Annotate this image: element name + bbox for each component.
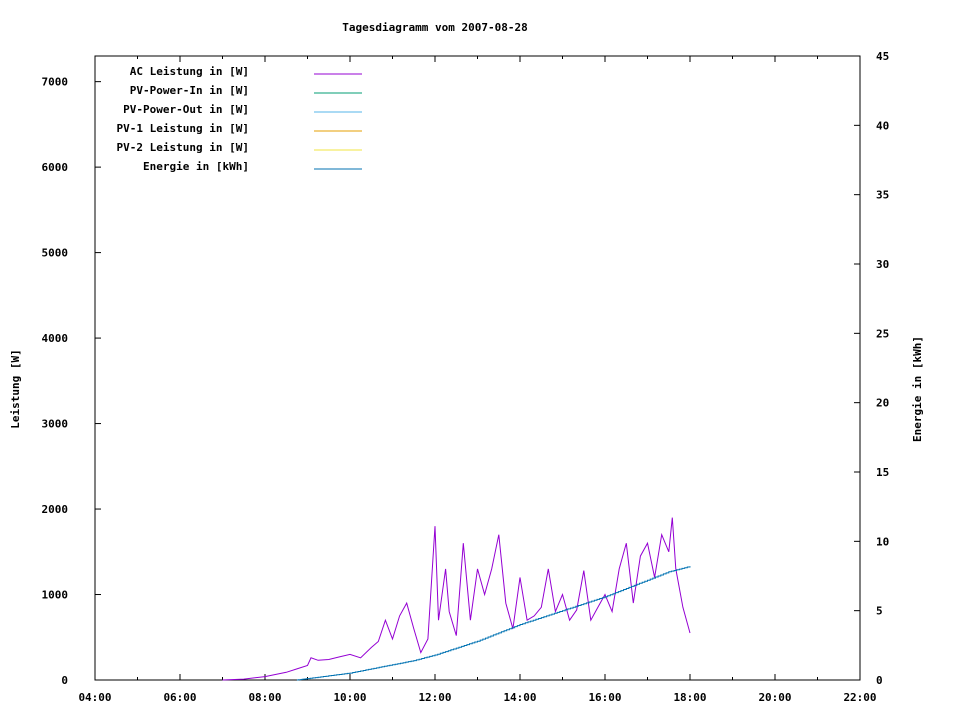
y-tick-label: 1000 — [42, 589, 69, 602]
legend-label: PV-Power-Out in [W] — [123, 103, 249, 116]
x-tick-label: 04:00 — [78, 691, 111, 704]
y-tick-label: 5000 — [42, 247, 69, 260]
x-tick-label: 06:00 — [163, 691, 196, 704]
y2-tick-label: 10 — [876, 535, 889, 548]
series-line-ac — [222, 517, 691, 681]
x-tick-label: 16:00 — [588, 691, 621, 704]
legend-label: PV-2 Leistung in [W] — [117, 141, 249, 154]
y2-tick-label: 45 — [876, 50, 889, 63]
x-tick-label: 22:00 — [843, 691, 876, 704]
legend-label: AC Leistung in [W] — [130, 65, 249, 78]
y2-tick-label: 0 — [876, 674, 883, 687]
x-tick-label: 08:00 — [248, 691, 281, 704]
y-tick-label: 6000 — [42, 161, 69, 174]
y2-axis-label: Energie in [kWh] — [911, 336, 924, 442]
y-axis-label: Leistung [W] — [9, 349, 22, 428]
legend-label: PV-1 Leistung in [W] — [117, 122, 249, 135]
x-tick-label: 14:00 — [503, 691, 536, 704]
legend: AC Leistung in [W] PV-Power-In in [W] PV-P… — [117, 65, 362, 173]
x-tick-label: 12:00 — [418, 691, 451, 704]
y2-tick-label: 30 — [876, 258, 889, 271]
x-tick-label: 18:00 — [673, 691, 706, 704]
y2-tick-label: 40 — [876, 119, 889, 132]
y2-tick-label: 5 — [876, 605, 883, 618]
axis-ticks: 04:00 06:00 08:00 10:00 12:00 14:00 16:00 18:00… — [42, 50, 890, 704]
y2-tick-label: 25 — [876, 327, 889, 340]
y2-tick-label: 35 — [876, 189, 889, 202]
legend-label: PV-Power-In in [W] — [130, 84, 249, 97]
y-tick-label: 0 — [61, 674, 68, 687]
series-layer — [222, 517, 691, 681]
x-tick-label: 10:00 — [333, 691, 366, 704]
y2-tick-label: 15 — [876, 466, 889, 479]
legend-label: Energie in [kWh] — [143, 160, 249, 173]
x-tick-label: 20:00 — [758, 691, 791, 704]
y-tick-label: 4000 — [42, 332, 69, 345]
y-tick-label: 2000 — [42, 503, 69, 516]
y-tick-label: 7000 — [42, 76, 69, 89]
series-line-energy — [296, 566, 691, 681]
y-tick-label: 3000 — [42, 418, 69, 431]
y2-tick-label: 20 — [876, 397, 889, 410]
chart-title: Tagesdiagramm vom 2007-08-28 — [342, 21, 527, 34]
